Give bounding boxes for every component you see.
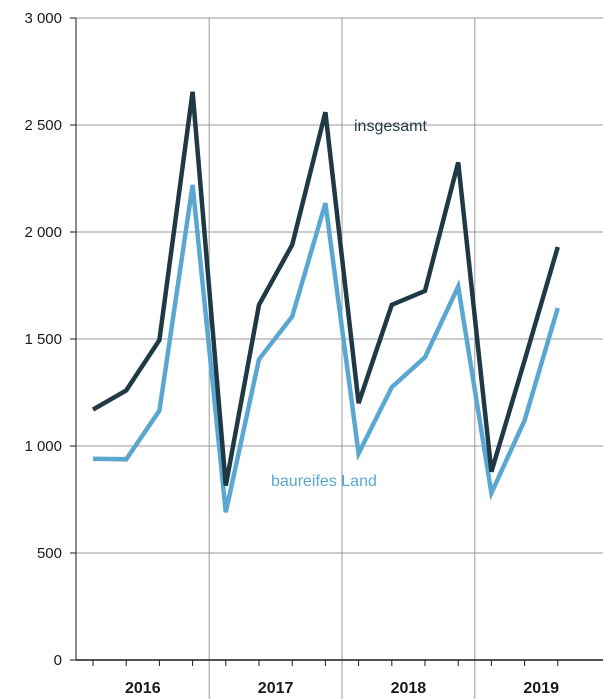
x-year-label-2019: 2019 — [523, 680, 559, 697]
y-tick-label: 2 500 — [24, 117, 62, 134]
y-tick-label: 1 000 — [24, 438, 62, 455]
x-axis-ticks: 2016 2017 2018 2019 — [92, 660, 559, 697]
series-line-0 — [91, 91, 560, 487]
y-tick-label: 3 000 — [24, 10, 62, 27]
y-axis-ticks: 0 500 1 000 1 500 2 000 2 500 3 000 — [24, 10, 76, 669]
x-year-label-2018: 2018 — [391, 680, 427, 697]
y-tick-label: 500 — [37, 545, 62, 562]
x-year-label-2017: 2017 — [258, 680, 294, 697]
y-tick-label: 0 — [54, 652, 62, 669]
x-year-label-2016: 2016 — [125, 680, 161, 697]
y-tick-label: 1 500 — [24, 331, 62, 348]
series-label-baureifes-land: baureifes Land — [271, 473, 377, 490]
y-tick-label: 2 000 — [24, 224, 62, 241]
series-lines — [91, 91, 560, 513]
series-label-insgesamt: insgesamt — [354, 118, 427, 135]
series-line-1 — [92, 184, 560, 513]
horizontal-gridlines — [76, 17, 603, 554]
